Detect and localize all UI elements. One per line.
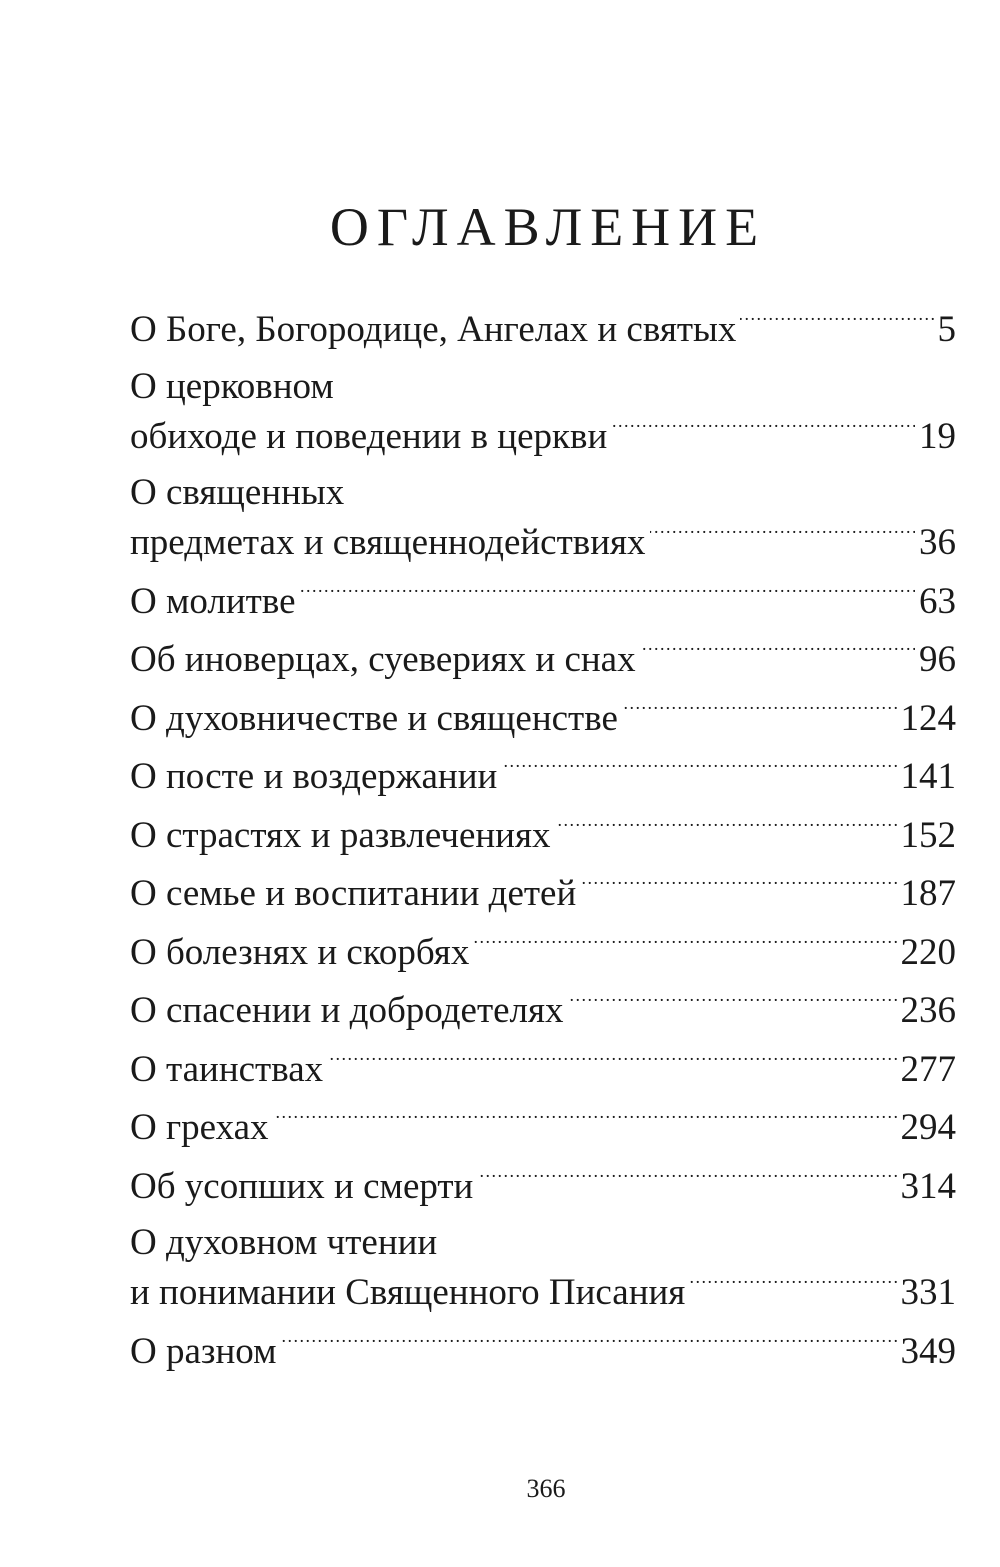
toc-entry-title: О семье и воспитании детей xyxy=(130,873,577,914)
toc-entry[interactable]: О таинствах 277 xyxy=(130,1044,956,1094)
toc-entry-page: 187 xyxy=(900,873,957,914)
toc-entry[interactable]: О семье и воспитании детей 187 xyxy=(130,868,956,918)
toc-entry-line: О болезнях и скорбях 220 xyxy=(130,927,956,977)
dot-leader xyxy=(300,576,915,613)
toc-entry-title: О посте и воздержании xyxy=(130,756,498,797)
table-of-contents: О Боге, Богородице, Ангелах и святых 5 О ц… xyxy=(130,304,956,1384)
toc-entry[interactable]: Об усопших и смерти 314 xyxy=(130,1161,956,1211)
toc-entry-line: О молитве 63 xyxy=(130,576,956,626)
dot-leader xyxy=(689,1267,896,1304)
toc-entry-page: 63 xyxy=(919,580,956,622)
toc-entry-page: 5 xyxy=(937,309,957,350)
toc-entry-page: 314 xyxy=(900,1165,957,1207)
toc-entry-line: О семье и воспитании детей 187 xyxy=(130,868,956,918)
toc-entry[interactable]: О разном 349 xyxy=(130,1326,956,1376)
dot-leader xyxy=(327,1044,896,1081)
dot-leader xyxy=(611,411,915,448)
toc-entry-line: О спасении и добродетелях 236 xyxy=(130,985,956,1035)
toc-entry-page: 36 xyxy=(919,522,956,563)
toc-entry[interactable]: Об иноверцах, суевериях и снах 96 xyxy=(130,634,956,684)
toc-entry[interactable]: О спасении и добродетелях 236 xyxy=(130,985,956,1035)
dot-leader xyxy=(555,810,897,847)
dot-leader xyxy=(568,985,897,1022)
toc-entry-line: предметах и священнодействиях 36 xyxy=(130,517,956,567)
toc-entry-title: О Боге, Богородице, Ангелах и святых xyxy=(130,309,737,350)
toc-entry-page: 349 xyxy=(900,1330,957,1372)
dot-leader xyxy=(473,927,896,964)
toc-entry-title: О церковном xyxy=(130,365,334,407)
toc-entry[interactable]: О грехах 294 xyxy=(130,1102,956,1152)
dot-leader xyxy=(273,1102,897,1139)
toc-entry-line: О страстях и развлечениях 152 xyxy=(130,810,956,860)
toc-entry[interactable]: О духовничестве и священстве 124 xyxy=(130,693,956,743)
page-title: ОГЛАВЛЕНИЕ xyxy=(329,197,767,257)
dot-leader xyxy=(640,634,915,671)
toc-entry-title: О священных xyxy=(130,472,345,513)
toc-entry-title: О разном xyxy=(130,1330,277,1372)
toc-entry-line: О грехах 294 xyxy=(130,1102,956,1152)
toc-entry-title: О духовном чтении xyxy=(130,1222,438,1263)
dot-leader xyxy=(740,304,933,341)
toc-entry-line: О разном 349 xyxy=(130,1326,956,1376)
toc-entry-page: 19 xyxy=(919,415,956,457)
toc-entry-line: О посте и воздержании 141 xyxy=(130,751,956,801)
toc-entry-line: О церковном xyxy=(130,363,956,411)
dot-leader xyxy=(650,517,915,554)
page-number: 366 xyxy=(526,1474,566,1503)
toc-entry-title: О болезнях и скорбях xyxy=(130,931,470,973)
dot-leader xyxy=(580,868,896,905)
toc-entry-title: Об иноверцах, суевериях и снах xyxy=(130,639,636,680)
toc-entry[interactable]: О церковном обиходе и поведении в церкви 1… xyxy=(130,363,956,461)
toc-entry-line: О Боге, Богородице, Ангелах и святых 5 xyxy=(130,304,956,354)
toc-entry[interactable]: О Боге, Богородице, Ангелах и святых 5 xyxy=(130,304,956,354)
toc-entry-page: 294 xyxy=(900,1107,957,1148)
toc-entry-line: О священных xyxy=(130,469,956,517)
toc-entry[interactable]: О страстях и развлечениях 152 xyxy=(130,810,956,860)
dot-leader xyxy=(281,1326,897,1363)
toc-entry[interactable]: О духовном чтении и понимании Священного … xyxy=(130,1219,956,1317)
toc-entry-page: 124 xyxy=(900,697,957,739)
toc-entry-title: О молитве xyxy=(130,580,296,622)
toc-entry[interactable]: О молитве 63 xyxy=(130,576,956,626)
dot-leader xyxy=(477,1161,896,1198)
toc-entry-title: О духовничестве и священстве xyxy=(130,697,618,739)
toc-entry-page: 236 xyxy=(900,990,957,1031)
toc-entry-title: О спасении и добродетелях xyxy=(130,990,564,1031)
toc-entry-line: О духовничестве и священстве 124 xyxy=(130,693,956,743)
toc-entry-page: 277 xyxy=(900,1048,957,1090)
toc-entry-title: Об усопших и смерти xyxy=(130,1165,474,1207)
toc-entry-title: О грехах xyxy=(130,1107,269,1148)
dot-leader xyxy=(501,751,896,788)
toc-entry-line: и понимании Священного Писания 331 xyxy=(130,1267,956,1317)
toc-entry-page: 152 xyxy=(900,814,957,856)
toc-entry[interactable]: О священных предметах и священнодействиях… xyxy=(130,469,956,567)
toc-entry-page: 220 xyxy=(900,931,957,973)
toc-entry-line: О духовном чтении xyxy=(130,1219,956,1267)
toc-entry-title: предметах и священнодействиях xyxy=(130,522,646,563)
toc-entry-line: Об усопших и смерти 314 xyxy=(130,1161,956,1211)
toc-entry-title: обиходе и поведении в церкви xyxy=(130,415,608,457)
toc-entry-line: О таинствах 277 xyxy=(130,1044,956,1094)
toc-entry[interactable]: О посте и воздержании 141 xyxy=(130,751,956,801)
toc-entry-page: 96 xyxy=(919,639,956,680)
toc-entry-page: 331 xyxy=(900,1272,957,1313)
toc-entry[interactable]: О болезнях и скорбях 220 xyxy=(130,927,956,977)
toc-entry-line: обиходе и поведении в церкви 19 xyxy=(130,411,956,461)
toc-entry-page: 141 xyxy=(900,756,957,797)
toc-entry-title: О страстях и развлечениях xyxy=(130,814,551,856)
dot-leader xyxy=(622,693,897,730)
toc-entry-title: и понимании Священного Писания xyxy=(130,1272,686,1313)
toc-entry-line: Об иноверцах, суевериях и снах 96 xyxy=(130,634,956,684)
toc-entry-title: О таинствах xyxy=(130,1048,324,1090)
